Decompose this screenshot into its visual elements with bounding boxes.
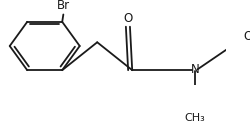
Text: N: N — [191, 63, 200, 76]
Text: Br: Br — [57, 0, 70, 12]
Text: O: O — [123, 12, 132, 25]
Text: O: O — [243, 30, 250, 43]
Text: CH₃: CH₃ — [185, 113, 206, 123]
